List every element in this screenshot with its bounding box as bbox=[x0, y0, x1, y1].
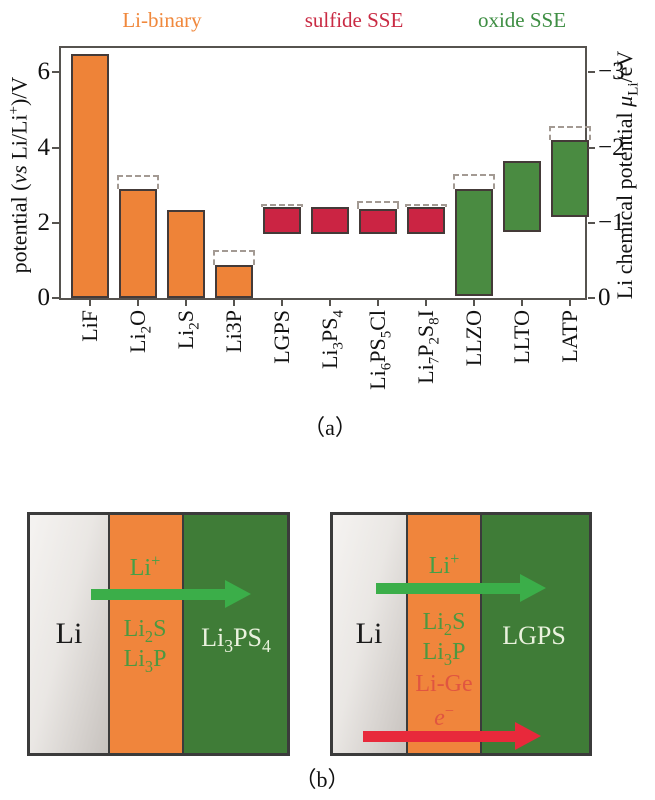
x-label-llzo: LLZO bbox=[461, 310, 486, 367]
li-metal-layer bbox=[333, 515, 406, 753]
y-tick-label-right: −3 bbox=[598, 58, 625, 86]
x-tick bbox=[137, 300, 139, 306]
y-tick-label-left: 6 bbox=[37, 58, 51, 86]
bar-lgps bbox=[263, 206, 301, 235]
dashed-extension-li6ps5cl bbox=[357, 200, 399, 210]
y-tick-label-right: −1 bbox=[598, 208, 625, 236]
x-tick bbox=[185, 300, 187, 306]
x-tick bbox=[425, 300, 427, 306]
y-tick-label-left: 4 bbox=[37, 133, 51, 161]
dashed-extension-latp bbox=[549, 126, 591, 140]
sei-interphase-layer bbox=[108, 515, 184, 753]
x-label-llto: LLTO bbox=[509, 310, 534, 364]
li-ion-label: Li+ bbox=[129, 551, 161, 581]
x-label-li3p: Li3P bbox=[221, 310, 246, 353]
miec-type-diagram: Li+ Li2S Li Li3P Li-Ge e− LGPS bbox=[330, 512, 592, 756]
dashed-extension-li2o bbox=[117, 175, 159, 189]
x-label-li3ps4: Li3PS4 bbox=[317, 310, 347, 370]
panel-b-caption: （b） bbox=[294, 767, 350, 792]
li-metal-label: Li bbox=[55, 617, 83, 650]
arrowhead-icon bbox=[520, 574, 546, 602]
bar-li3ps4 bbox=[311, 206, 349, 235]
x-label-latp: LATP bbox=[557, 310, 582, 363]
li-ion-flow-arrow-icon bbox=[376, 574, 546, 602]
x-label-li2o: Li2O bbox=[125, 310, 155, 353]
y-tick-label-right: −2 bbox=[598, 133, 625, 161]
sei-product-label: Li3P bbox=[123, 646, 167, 676]
y-tick-label-left: 2 bbox=[37, 208, 51, 236]
y-tick-right bbox=[588, 146, 595, 149]
x-tick bbox=[89, 300, 91, 306]
dashed-extension-lgps bbox=[261, 204, 303, 207]
li-metal-label: Li bbox=[355, 617, 383, 650]
stability-window-chart: potential (vs Li/Li+)/V Li chemical pote… bbox=[6, 8, 641, 440]
bar-llzo bbox=[455, 188, 493, 297]
y-tick-left bbox=[52, 146, 59, 149]
x-tick bbox=[473, 300, 475, 306]
miec-interphase-layer bbox=[406, 515, 482, 753]
electrolyte-label: Li3PS4 bbox=[201, 623, 271, 657]
x-label-lif: LiF bbox=[77, 310, 102, 342]
x-tick bbox=[329, 300, 331, 306]
bar-llto bbox=[503, 161, 541, 232]
dashed-extension-li7p2s8i bbox=[405, 204, 447, 207]
sei-type-diagram: Li+ Li Li2S Li3P Li3PS4 bbox=[27, 512, 290, 756]
y-tick-left bbox=[52, 71, 59, 74]
li-metal-layer bbox=[30, 515, 108, 753]
dashed-extension-llzo bbox=[453, 173, 495, 189]
x-tick bbox=[569, 300, 571, 306]
y-tick-right bbox=[588, 71, 595, 74]
y-tick-left bbox=[52, 297, 59, 299]
miec-product-label: Li-Ge bbox=[415, 671, 473, 697]
electrolyte-label: LGPS bbox=[502, 621, 566, 650]
y-tick-right bbox=[588, 297, 595, 299]
electron-label: e− bbox=[434, 701, 454, 731]
x-label-li6ps5cl: Li6PS5Cl bbox=[365, 310, 395, 390]
electron-flow-arrow-icon bbox=[363, 722, 541, 750]
x-tick bbox=[377, 300, 379, 306]
plot-area bbox=[59, 46, 591, 300]
y-tick-right bbox=[588, 221, 595, 224]
bar-li7p2s8i bbox=[407, 206, 445, 235]
x-tick bbox=[521, 300, 523, 306]
group-label-sulfide-sse: sulfide SSE bbox=[304, 8, 404, 32]
x-tick bbox=[233, 300, 235, 306]
li-ion-label: Li+ bbox=[428, 549, 460, 579]
dashed-extension-li3p bbox=[213, 250, 255, 266]
bar-latp bbox=[551, 139, 589, 217]
solid-electrolyte-layer bbox=[482, 515, 589, 753]
bar-li2o bbox=[119, 188, 157, 298]
arrowhead-icon bbox=[515, 722, 541, 750]
bar-li2s bbox=[167, 209, 205, 298]
y-tick-label-left: 0 bbox=[37, 284, 51, 311]
sei-product-label: Li2S bbox=[422, 609, 466, 639]
bar-li6ps5cl bbox=[359, 209, 397, 235]
x-label-lgps: LGPS bbox=[269, 310, 294, 364]
x-label-li7p2s8i: Li7P2S8I bbox=[413, 310, 443, 384]
y-tick-left bbox=[52, 221, 59, 224]
x-label-li2s: Li2S bbox=[173, 310, 203, 350]
group-label-oxide-sse: oxide SSE bbox=[477, 8, 567, 32]
bar-lif bbox=[71, 53, 109, 298]
group-label-li-binary: Li-binary bbox=[122, 8, 202, 32]
y-tick-label-right: 0 bbox=[598, 284, 611, 311]
solid-electrolyte-layer bbox=[184, 515, 287, 753]
interface-diagrams: SEI type MIEC type Li+ Li Li2S Li3P Li3P… bbox=[0, 440, 655, 800]
panel-a-caption: （a） bbox=[303, 415, 357, 440]
li-ion-flow-arrow-icon bbox=[91, 580, 251, 608]
x-tick bbox=[281, 300, 283, 306]
arrowhead-icon bbox=[225, 580, 251, 608]
sei-product-label: Li2S bbox=[123, 616, 167, 646]
sei-product-label: Li3P bbox=[422, 639, 466, 669]
bar-li3p bbox=[215, 265, 253, 298]
